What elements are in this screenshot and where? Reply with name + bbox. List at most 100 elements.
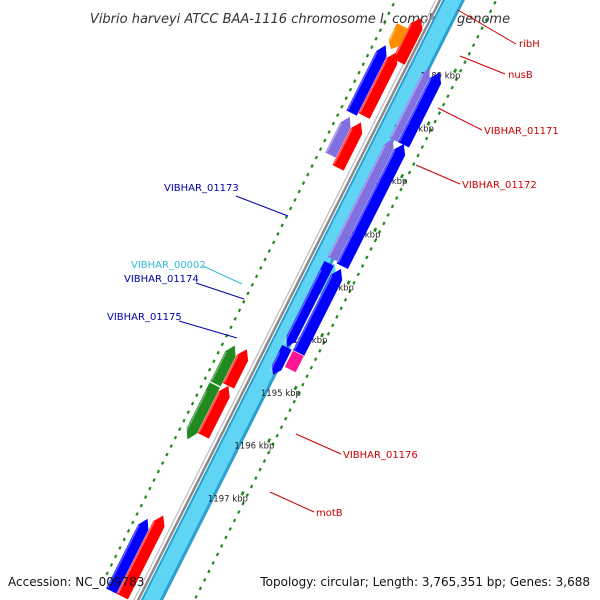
- gene-VIBHAR_01171: [358, 52, 398, 119]
- tick-dot: [318, 147, 323, 151]
- tick-dot: [356, 272, 361, 277]
- tick-dot: [198, 586, 203, 591]
- tick-dot: [335, 113, 340, 118]
- gene-highlight: [269, 352, 281, 373]
- tick-dot: [169, 444, 173, 449]
- label-leader-line: [195, 282, 245, 300]
- tick-dot: [348, 87, 353, 92]
- tick-dot: [450, 85, 454, 90]
- label-leader-line: [235, 195, 289, 217]
- gene-label: motB: [316, 508, 343, 519]
- tick-dot: [215, 552, 220, 557]
- gene-motB: [183, 382, 220, 440]
- gene-VIBHAR_01172b: [325, 116, 351, 158]
- tick-dot: [233, 316, 237, 321]
- kbp-tick-mark: [400, 173, 405, 179]
- gene-label: VIBHAR_00002: [131, 260, 206, 271]
- gene-highlight: [393, 23, 412, 59]
- gene-highlight: [337, 149, 396, 264]
- tick-dot: [249, 484, 254, 489]
- tick-dot: [377, 230, 382, 234]
- tick-dot: [374, 36, 378, 41]
- gene-label: VIBHAR_01176: [343, 450, 418, 461]
- gene-label: VIBHAR_01173: [164, 183, 239, 194]
- tick-dot: [267, 248, 272, 253]
- kbp-tick-label: 1189 kbp: [420, 72, 460, 82]
- tick-dot: [348, 289, 352, 294]
- tick-dot: [403, 179, 407, 183]
- tick-dot: [471, 43, 476, 48]
- gene-label: VIBHAR_01172: [462, 180, 537, 191]
- kbp-tick-label: 1197 kbp: [208, 494, 248, 504]
- gene-arrow: [286, 261, 334, 348]
- gene-arrow: [397, 72, 442, 148]
- tick-dot: [370, 45, 374, 50]
- tick-dot: [331, 121, 336, 126]
- tick-dot: [105, 571, 109, 576]
- tick-dot: [202, 577, 207, 582]
- tick-dot: [242, 299, 246, 304]
- tick-dot: [433, 119, 437, 124]
- gene-VIBHAR_01176: [222, 349, 249, 389]
- gene-VIBHAR_01174: [293, 269, 343, 356]
- tick-dot: [288, 408, 292, 413]
- gene-VIBHAR_01172: [332, 122, 363, 171]
- gene-highlight: [390, 74, 424, 138]
- tick-dot: [182, 418, 186, 423]
- tick-dot: [310, 164, 314, 168]
- gene-label: nusB: [508, 70, 533, 81]
- tick-dot: [148, 486, 152, 491]
- tick-dot: [296, 391, 301, 396]
- tick-dot: [407, 170, 412, 175]
- gene-highlight: [386, 29, 396, 46]
- tick-dot: [330, 323, 335, 328]
- gene-arrow: [325, 116, 351, 158]
- tick-dot: [463, 60, 467, 65]
- tick-dot: [194, 594, 198, 599]
- label-leader-line: [437, 107, 483, 131]
- tick-dot: [391, 2, 395, 7]
- gene-lower-red: [116, 515, 165, 600]
- gene-VIBHAR_01171b: [346, 45, 387, 116]
- gene-arrow: [336, 143, 406, 270]
- tick-dot: [220, 544, 224, 548]
- kbp-tick-mark: [267, 438, 272, 443]
- tick-dot: [327, 130, 331, 135]
- tick-dot: [322, 340, 326, 345]
- tick-dot: [335, 314, 339, 319]
- gene-highlight: [333, 128, 353, 165]
- label-leader-line: [295, 433, 342, 455]
- gene-highlight: [326, 122, 342, 153]
- tick-dot: [313, 357, 318, 362]
- gene-arrow: [271, 344, 292, 375]
- tick-dot: [369, 246, 373, 251]
- tick-dot: [390, 204, 395, 209]
- accession-text: Accession: NC_009783: [8, 575, 144, 589]
- tick-dot: [224, 535, 228, 540]
- tick-dot: [353, 79, 357, 84]
- tick-dot: [190, 401, 195, 406]
- gene-features: [106, 18, 442, 600]
- gene-VIBHAR_01174b: [283, 261, 334, 348]
- gene-highlight: [183, 390, 208, 437]
- gene-arrow: [186, 382, 220, 440]
- tick-dot: [326, 331, 331, 336]
- tick-dot: [241, 501, 245, 506]
- gene-label: VIBHAR_01171: [484, 126, 559, 137]
- gene-VIBHAR_01173-frame: [327, 138, 394, 262]
- tick-dot: [352, 280, 356, 285]
- tick-dot: [280, 223, 284, 228]
- tick-dot: [488, 9, 493, 14]
- tick-dot: [416, 153, 420, 158]
- tick-dot: [480, 26, 484, 31]
- tick-dot: [293, 198, 297, 202]
- tick-dot: [207, 569, 211, 574]
- tick-dot: [309, 365, 314, 370]
- gene-highlight: [211, 351, 227, 381]
- tick-dots: [105, 0, 497, 599]
- tick-dot: [340, 104, 344, 109]
- kbp-tick-label: 1195 kbp: [261, 389, 301, 399]
- gene-ribH-region: [397, 72, 442, 148]
- tick-dot: [378, 28, 383, 33]
